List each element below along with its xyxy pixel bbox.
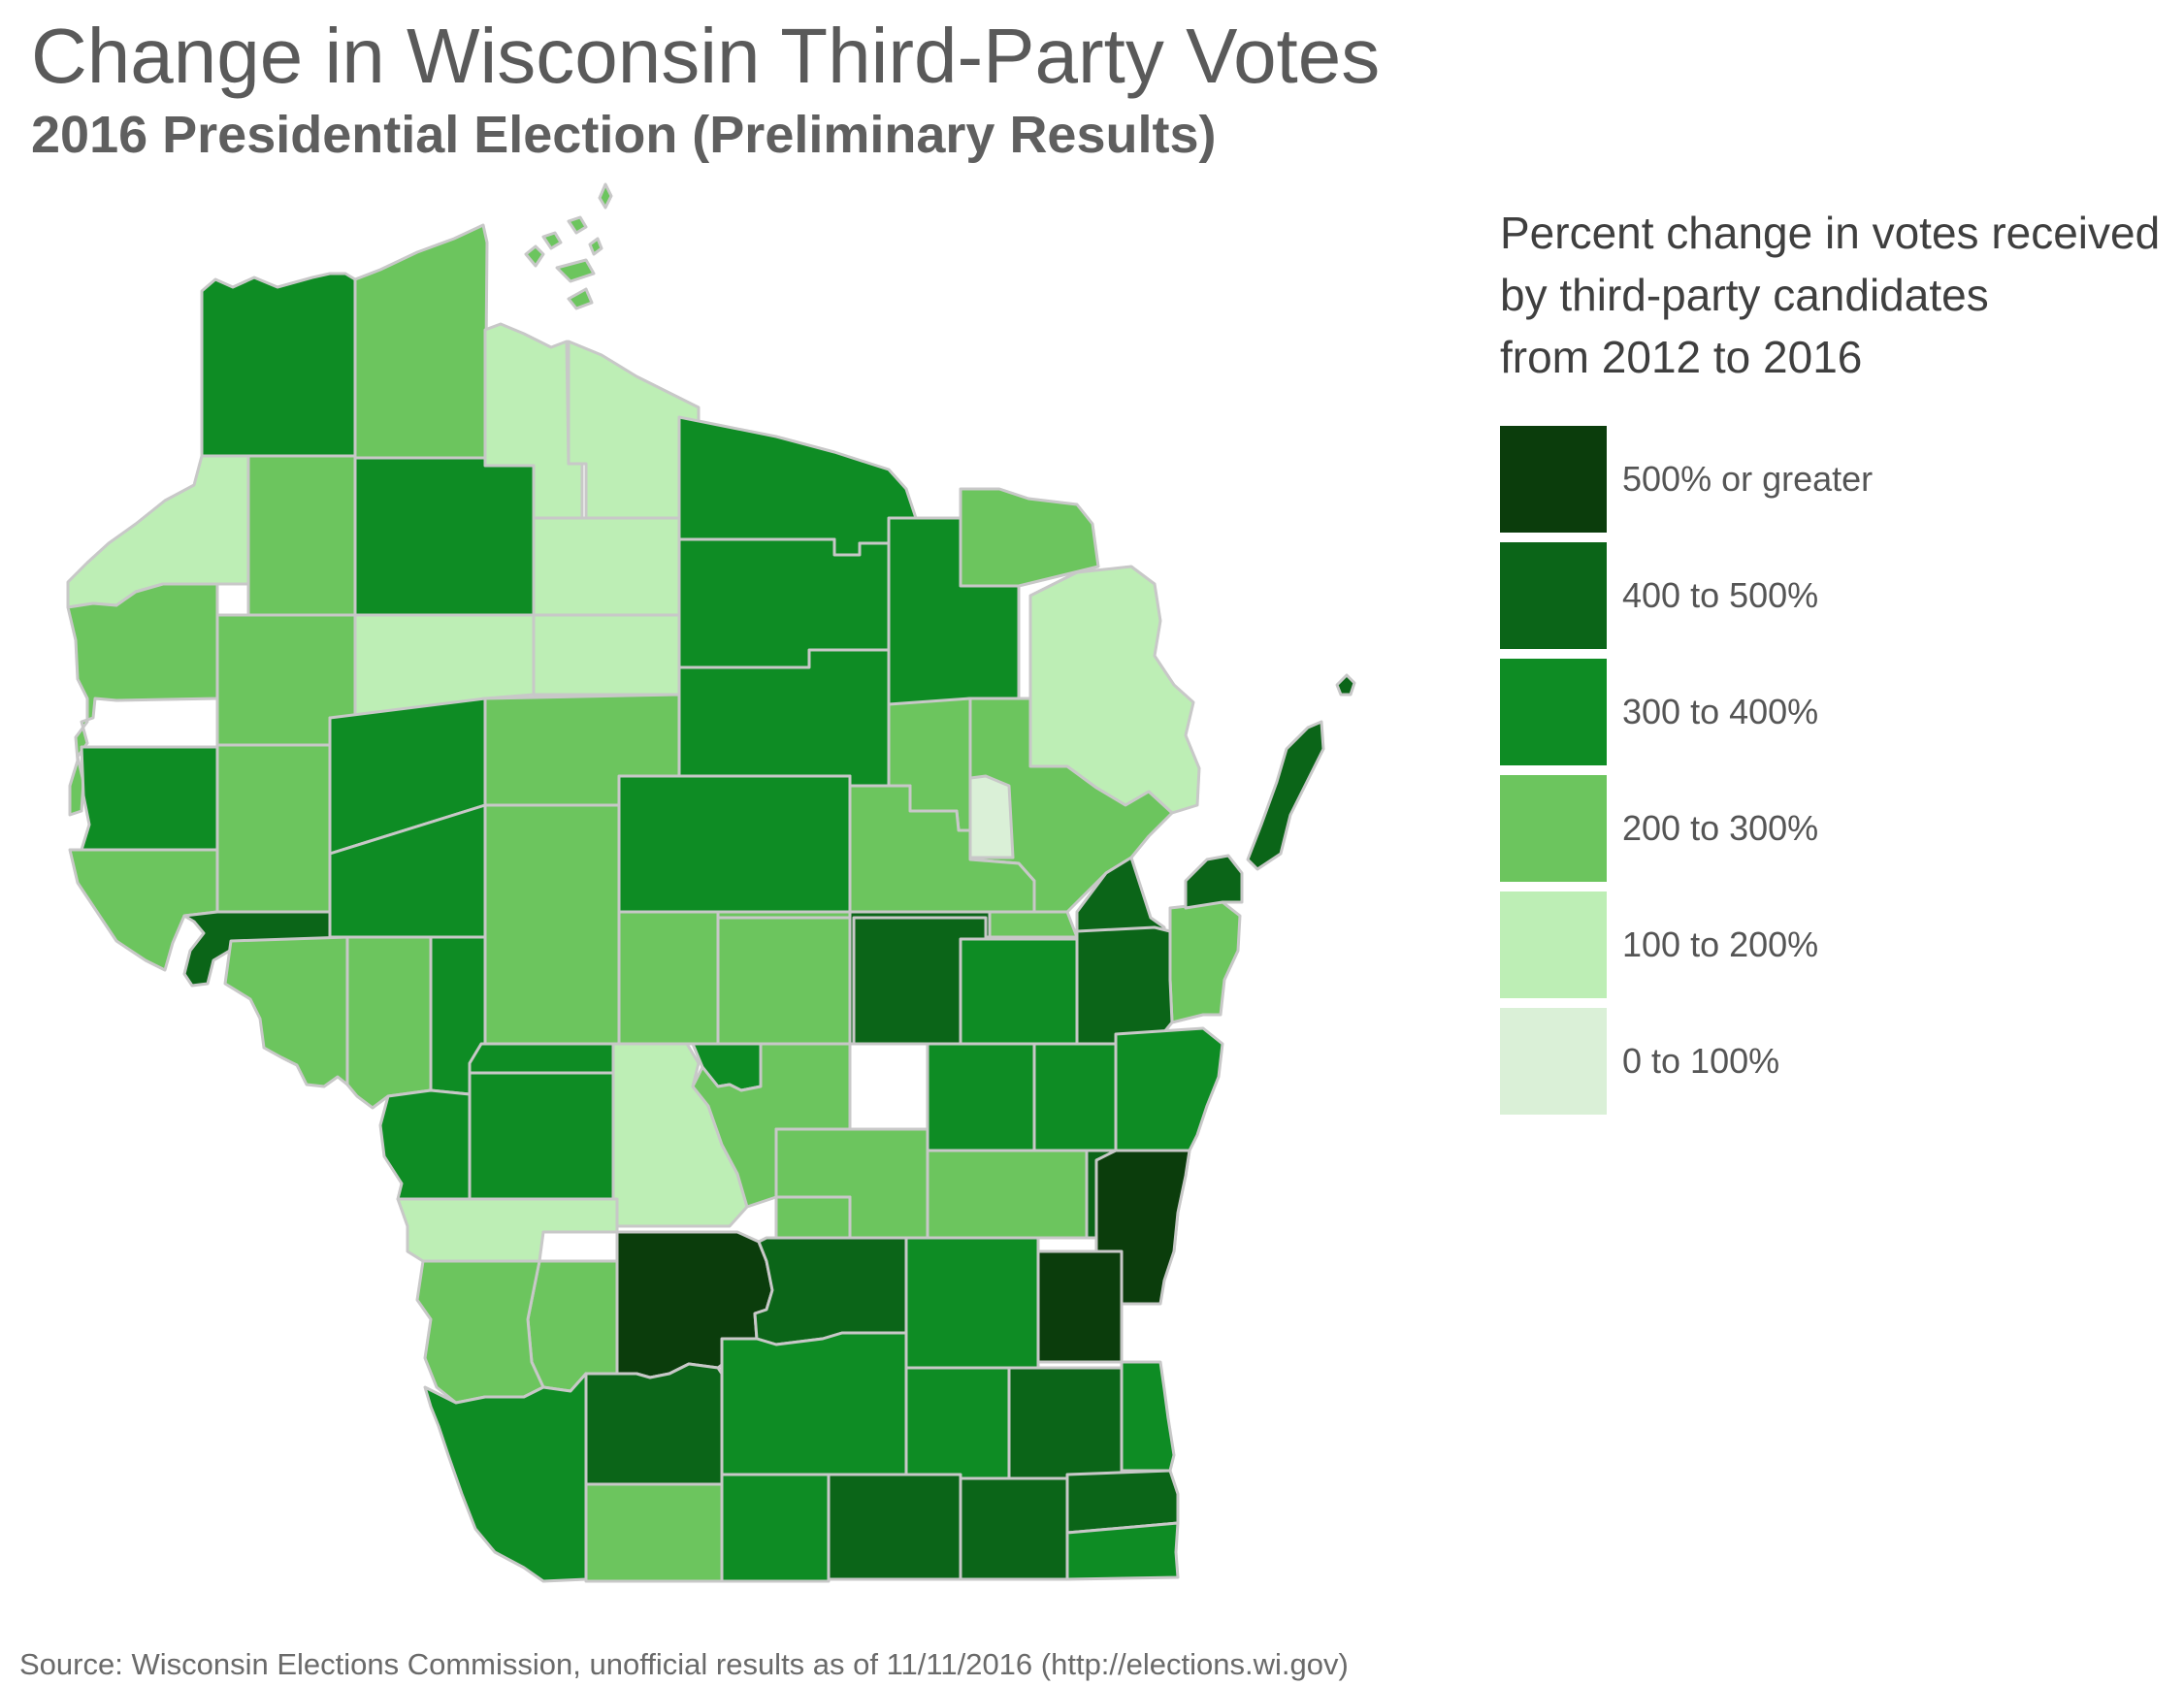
legend-title-line-1: Percent change in votes received xyxy=(1500,208,2161,258)
legend-label: 200 to 300% xyxy=(1622,808,1819,848)
legend-item: 0 to 100% xyxy=(1500,1003,2169,1119)
county-rock xyxy=(827,1473,962,1581)
legend: Percent change in votes received by thir… xyxy=(1500,202,2169,1119)
county-door-peninsula xyxy=(1246,720,1325,871)
legend-title-line-3: from 2012 to 2016 xyxy=(1500,332,1863,382)
source-note: Source: Wisconsin Elections Commission, … xyxy=(19,1647,1349,1681)
county-door xyxy=(1184,854,1244,910)
county-juneau-north xyxy=(468,1071,615,1201)
legend-title: Percent change in votes received by thir… xyxy=(1500,202,2169,388)
legend-label: 100 to 200% xyxy=(1622,924,1819,964)
county-jefferson xyxy=(904,1366,1011,1480)
county-washburn xyxy=(246,454,357,617)
county-sheboygan-west xyxy=(1032,1042,1118,1152)
county-st-croix xyxy=(80,745,219,852)
legend-label: 400 to 500% xyxy=(1622,575,1819,615)
legend-swatch xyxy=(1500,892,1607,998)
county-waukesha xyxy=(1007,1366,1124,1480)
washington-island xyxy=(1335,673,1356,697)
county-dane xyxy=(720,1331,908,1476)
county-manitowoc xyxy=(1075,925,1174,1046)
county-waushara xyxy=(716,916,852,1046)
county-lafayette xyxy=(584,1482,724,1583)
legend-swatch xyxy=(1500,1008,1607,1115)
county-monroe xyxy=(468,1042,615,1075)
county-racine xyxy=(1065,1469,1180,1535)
legend-swatch xyxy=(1500,659,1607,765)
county-wood xyxy=(483,803,621,1046)
apostle-islands xyxy=(524,182,613,310)
county-calumet xyxy=(959,937,1079,1046)
legend-item: 200 to 300% xyxy=(1500,770,2169,887)
county-trempealeau xyxy=(345,935,433,1110)
legend-swatch xyxy=(1500,775,1607,882)
county-sheboygan xyxy=(1114,1026,1224,1152)
legend-label: 500% or greater xyxy=(1622,459,1874,499)
map-title: Change in Wisconsin Third-Party Votes xyxy=(31,13,1381,99)
legend-item: 400 to 500% xyxy=(1500,537,2169,654)
county-price xyxy=(532,516,681,617)
county-crawford xyxy=(415,1259,545,1405)
county-bayfield xyxy=(353,223,489,460)
county-washington xyxy=(926,1149,1089,1240)
legend-item: 500% or greater xyxy=(1500,421,2169,537)
county-sawyer xyxy=(353,456,536,617)
county-oneida xyxy=(677,537,891,669)
legend-swatch xyxy=(1500,542,1607,649)
county-pierce xyxy=(68,848,219,972)
legend-title-line-2: by third-party candidates xyxy=(1500,270,1989,320)
legend-item: 300 to 400% xyxy=(1500,654,2169,770)
county-marathon xyxy=(617,774,852,914)
county-walworth xyxy=(959,1476,1069,1581)
county-green xyxy=(720,1473,831,1583)
county-lincoln xyxy=(677,648,891,788)
county-dunn xyxy=(215,743,332,914)
county-milwaukee xyxy=(1120,1360,1176,1473)
county-vernon xyxy=(396,1197,619,1263)
county-iowa xyxy=(584,1362,724,1486)
county-kenosha xyxy=(1065,1521,1180,1581)
legend-swatch xyxy=(1500,426,1607,533)
county-buffalo xyxy=(223,935,349,1088)
legend-label: 0 to 100% xyxy=(1622,1041,1780,1081)
county-washington-south xyxy=(1036,1249,1124,1364)
county-dodge-west xyxy=(904,1236,1040,1370)
map-subtitle: 2016 Presidential Election (Preliminary … xyxy=(31,106,1217,164)
county-fond-du-lac xyxy=(926,1042,1036,1152)
county-price-region xyxy=(677,415,918,557)
county-kewaunee xyxy=(1168,900,1242,1024)
county-taylor xyxy=(532,613,681,697)
county-la-crosse xyxy=(378,1088,472,1201)
legend-label: 300 to 400% xyxy=(1622,692,1819,731)
county-columbia xyxy=(753,1236,908,1346)
county-richland xyxy=(526,1259,619,1393)
legend-item: 100 to 200% xyxy=(1500,887,2169,1003)
county-grant xyxy=(423,1372,588,1583)
county-douglas xyxy=(200,272,357,458)
